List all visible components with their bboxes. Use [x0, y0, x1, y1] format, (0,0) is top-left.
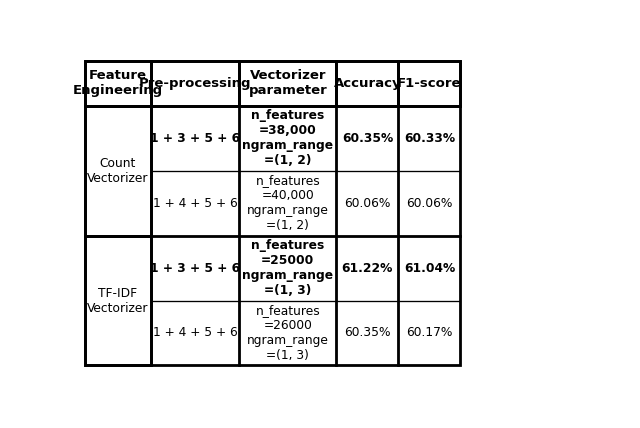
- Text: 60.33%: 60.33%: [404, 132, 455, 145]
- Bar: [337, 106, 399, 171]
- Bar: [85, 235, 151, 366]
- Bar: [239, 171, 337, 235]
- Bar: [399, 235, 460, 300]
- Text: 60.35%: 60.35%: [342, 132, 393, 145]
- Text: 1 + 4 + 5 + 6: 1 + 4 + 5 + 6: [153, 196, 237, 210]
- Bar: [239, 61, 337, 106]
- Bar: [337, 300, 399, 366]
- Text: 1 + 3 + 5 + 6: 1 + 3 + 5 + 6: [150, 262, 240, 274]
- Text: n_features
=26000
ngram_range
=(1, 3): n_features =26000 ngram_range =(1, 3): [247, 304, 329, 362]
- Bar: [239, 106, 337, 171]
- Bar: [85, 61, 460, 366]
- Bar: [399, 171, 460, 235]
- Bar: [337, 235, 399, 300]
- Bar: [151, 300, 239, 366]
- Bar: [151, 61, 239, 106]
- Text: 61.22%: 61.22%: [342, 262, 393, 274]
- Bar: [239, 300, 337, 366]
- Text: F1-score: F1-score: [397, 77, 461, 90]
- Text: n_features
=38,000
ngram_range
=(1, 2): n_features =38,000 ngram_range =(1, 2): [243, 109, 333, 167]
- Bar: [151, 235, 239, 300]
- Bar: [151, 171, 239, 235]
- Text: 1 + 3 + 5 + 6: 1 + 3 + 5 + 6: [150, 132, 240, 145]
- Text: 60.06%: 60.06%: [406, 196, 452, 210]
- Text: Feature
Engineering: Feature Engineering: [73, 69, 163, 98]
- Text: Vectorizer
parameter: Vectorizer parameter: [248, 69, 327, 98]
- Text: 61.04%: 61.04%: [404, 262, 455, 274]
- Bar: [399, 61, 460, 106]
- Bar: [399, 300, 460, 366]
- Bar: [151, 106, 239, 171]
- Text: n_features
=25000
ngram_range
=(1, 3): n_features =25000 ngram_range =(1, 3): [243, 239, 333, 297]
- Bar: [399, 106, 460, 171]
- Text: Pre-processing: Pre-processing: [139, 77, 252, 90]
- Text: TF-IDF
Vectorizer: TF-IDF Vectorizer: [87, 286, 148, 315]
- Text: 60.35%: 60.35%: [344, 327, 390, 339]
- Bar: [239, 235, 337, 300]
- Text: 1 + 4 + 5 + 6: 1 + 4 + 5 + 6: [153, 327, 237, 339]
- Text: Count
Vectorizer: Count Vectorizer: [87, 157, 148, 184]
- Text: 60.06%: 60.06%: [344, 196, 390, 210]
- Text: Accuracy: Accuracy: [333, 77, 401, 90]
- Bar: [85, 106, 151, 235]
- Text: n_features
=40,000
ngram_range
=(1, 2): n_features =40,000 ngram_range =(1, 2): [247, 174, 329, 232]
- Bar: [337, 171, 399, 235]
- Bar: [85, 61, 151, 106]
- Text: 60.17%: 60.17%: [406, 327, 452, 339]
- Bar: [337, 61, 399, 106]
